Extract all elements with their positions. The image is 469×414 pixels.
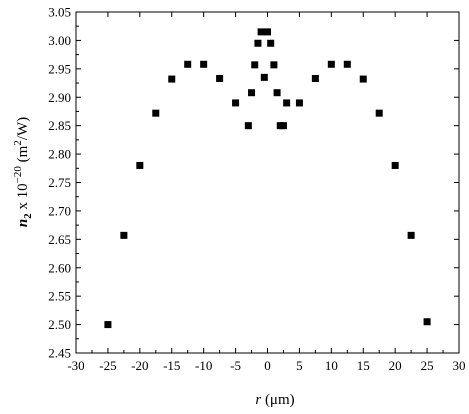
x-tick-label: -30 [67,358,84,373]
x-tick-label: 0 [264,358,271,373]
data-point [375,109,383,117]
y-tick-label: 2.75 [48,175,71,190]
x-tick-label: -10 [195,358,212,373]
x-tick-label: 30 [453,358,466,373]
data-point [283,99,291,107]
x-tick-label: 25 [421,358,434,373]
data-point [152,109,160,117]
data-point [391,161,399,169]
data-point [248,89,256,97]
data-point [311,74,319,82]
data-point [423,318,431,326]
y-tick-label: 2.80 [48,147,71,162]
data-point [200,60,208,68]
data-point [295,99,303,107]
data-point [270,61,278,69]
y-axis-title: n2 x 10−20 (m2/W) [12,117,34,227]
y-tick-label: 2.95 [48,61,71,76]
data-point [407,231,415,239]
y-tick-label: 2.45 [48,346,71,361]
data-point [136,161,144,169]
data-point [254,39,262,47]
x-tick-label: 5 [296,358,303,373]
x-tick-label: -15 [163,358,180,373]
x-axis-title: r (μm) [255,392,294,408]
data-point [327,60,335,68]
x-tick-label: -25 [99,358,116,373]
x-tick-label: -20 [131,358,148,373]
y-tick-label: 2.85 [48,118,71,133]
data-point [359,75,367,83]
x-tick-label: 15 [357,358,370,373]
data-point [267,39,275,47]
data-point [168,75,176,83]
y-tick-label: 2.55 [48,289,71,304]
data-point [260,73,268,81]
data-point [343,60,351,68]
y-tick-label: 2.70 [48,203,71,218]
y-tick-label: 3.00 [48,33,71,48]
x-tick-label: -5 [230,358,241,373]
y-tick-label: 2.90 [48,90,71,105]
x-tick-label: 10 [325,358,338,373]
data-point [264,28,271,36]
data-point [184,60,192,68]
data-point [216,74,224,82]
plot-frame [75,11,460,354]
data-point [279,122,287,130]
data-point [251,61,259,69]
data-point [257,28,265,36]
y-tick-label: 2.60 [48,260,71,275]
data-point [120,231,128,239]
x-tick-label: 20 [389,358,402,373]
data-point [244,122,252,130]
y-tick-label: 3.05 [48,5,71,20]
y-tick-label: 2.65 [48,232,71,247]
data-point [273,89,281,97]
data-point [104,321,112,329]
data-point [232,99,240,107]
y-tick-label: 2.50 [48,317,71,332]
